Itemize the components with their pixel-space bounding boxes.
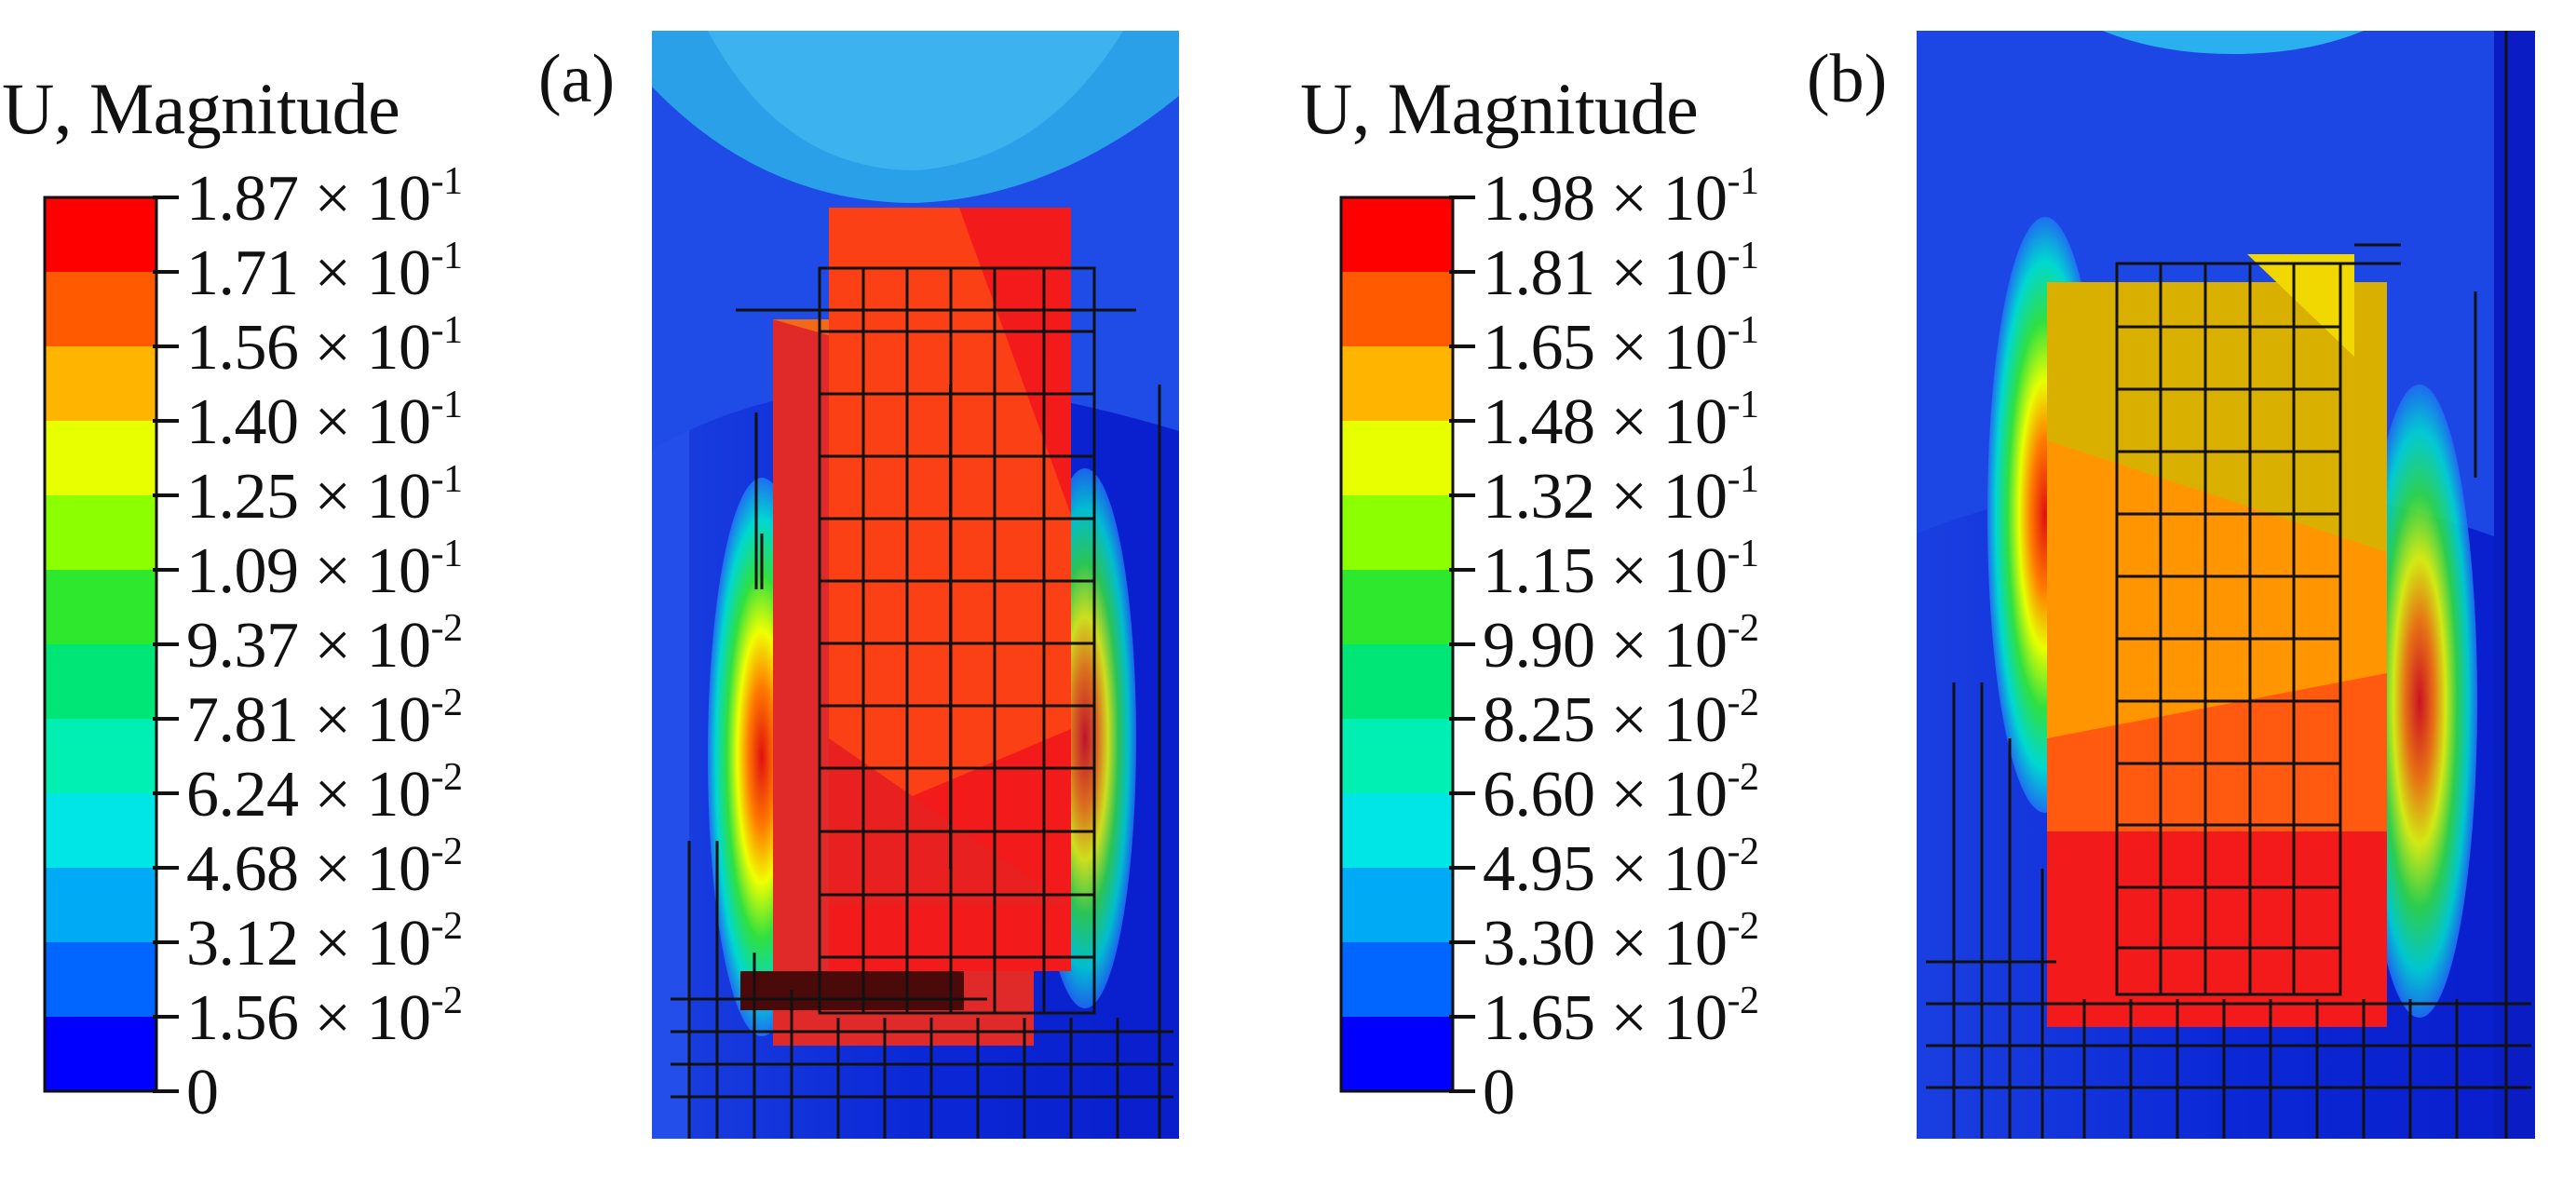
legend-tick-label: 0 <box>186 1057 219 1128</box>
legend-swatch <box>45 793 156 868</box>
legend-tick-label: 6.60 × 10-2 <box>1483 756 1758 831</box>
legend-swatch <box>45 495 156 570</box>
legend-swatch <box>1341 868 1453 942</box>
legend-tick-label: 3.12 × 10-2 <box>186 905 462 980</box>
legend-swatch <box>45 644 156 719</box>
legend-swatch <box>45 570 156 644</box>
legend-tick-label: 1.81 × 10-1 <box>1483 235 1758 309</box>
soil-mesh-a <box>671 385 1173 1139</box>
legend-tick-label: 1.65 × 10-2 <box>1483 980 1758 1054</box>
contour-plot-b <box>1917 31 2535 1139</box>
displacement-field-b <box>1917 31 2535 1139</box>
legend-tick-label: 1.56 × 10-1 <box>186 309 462 384</box>
legend-swatch <box>1341 1017 1453 1091</box>
panel-label-b: (b) <box>1807 41 1888 117</box>
legend-tick-label: 1.40 × 10-1 <box>186 384 462 458</box>
legend-swatch <box>45 346 156 421</box>
legend-tick-label: 9.37 × 10-2 <box>186 607 462 682</box>
top-dome-inner <box>708 31 1123 170</box>
legend-tick-label: 7.81 × 10-2 <box>186 682 462 756</box>
legend-swatch <box>1341 272 1453 346</box>
legend-swatch <box>1341 942 1453 1017</box>
pile-wedge <box>2247 254 2354 357</box>
color-scale-b: 1.98 × 10-11.81 × 10-11.65 × 10-11.48 × … <box>1339 160 1759 1128</box>
top-cap <box>2103 31 2364 54</box>
legend-tick-label: 9.90 × 10-2 <box>1483 607 1758 682</box>
legend-tick-label: 1.25 × 10-1 <box>186 458 462 533</box>
legend-tick-label: 1.15 × 10-1 <box>1483 533 1758 607</box>
legend-tick-label: 1.87 × 10-1 <box>186 160 462 235</box>
legend-tick-label: 1.56 × 10-2 <box>186 980 462 1054</box>
legend-title-a: U, Magnitude <box>2 68 400 149</box>
base-slab <box>740 971 964 1010</box>
legend-tick-label: 0 <box>1483 1057 1515 1128</box>
legend-tick-label: 1.98 × 10-1 <box>1483 160 1758 235</box>
pile-upper <box>2047 282 2387 552</box>
legend-swatch <box>45 868 156 942</box>
legend-swatch <box>1341 644 1453 719</box>
legend-swatch <box>45 421 156 495</box>
legend-swatch <box>1341 793 1453 868</box>
color-scale-a: 1.87 × 10-11.71 × 10-11.56 × 10-11.40 × … <box>43 160 463 1128</box>
legend-swatch <box>1341 495 1453 570</box>
legend-swatch <box>1341 197 1453 272</box>
legend-swatch <box>45 197 156 272</box>
legend-tick-label: 8.25 × 10-2 <box>1483 682 1758 756</box>
legend-tick-label: 1.48 × 10-1 <box>1483 384 1758 458</box>
right-hotspot <box>2362 385 2477 1018</box>
legend-tick-label: 1.65 × 10-1 <box>1483 309 1758 384</box>
legend-swatch <box>45 1017 156 1091</box>
legend-swatch <box>1341 570 1453 644</box>
legend-tick-label: 1.71 × 10-1 <box>186 235 462 309</box>
legend-swatch <box>45 719 156 793</box>
contour-plot-a <box>652 31 1179 1139</box>
legend-tick-label: 6.24 × 10-2 <box>186 756 462 831</box>
pile-base <box>2047 831 2387 1027</box>
legend-title-b: U, Magnitude <box>1300 68 1699 149</box>
legend-swatch <box>1341 719 1453 793</box>
legend-swatch <box>45 272 156 346</box>
legend-tick-label: 1.32 × 10-1 <box>1483 458 1758 533</box>
soil-mesh-b <box>1926 31 2531 1139</box>
legend-swatch <box>1341 421 1453 495</box>
right-strip <box>2494 31 2535 1139</box>
legend-tick-label: 1.09 × 10-1 <box>186 533 462 607</box>
legend-swatch <box>45 942 156 1017</box>
legend-swatch <box>1341 346 1453 421</box>
panel-label-a: (a) <box>538 41 616 117</box>
element-mesh-b <box>2115 243 2477 996</box>
legend-tick-label: 4.68 × 10-2 <box>186 831 462 905</box>
legend-tick-label: 3.30 × 10-2 <box>1483 905 1758 980</box>
displacement-field-a <box>652 31 1179 1139</box>
legend-tick-label: 4.95 × 10-2 <box>1483 831 1758 905</box>
element-mesh-a <box>736 266 1136 1015</box>
